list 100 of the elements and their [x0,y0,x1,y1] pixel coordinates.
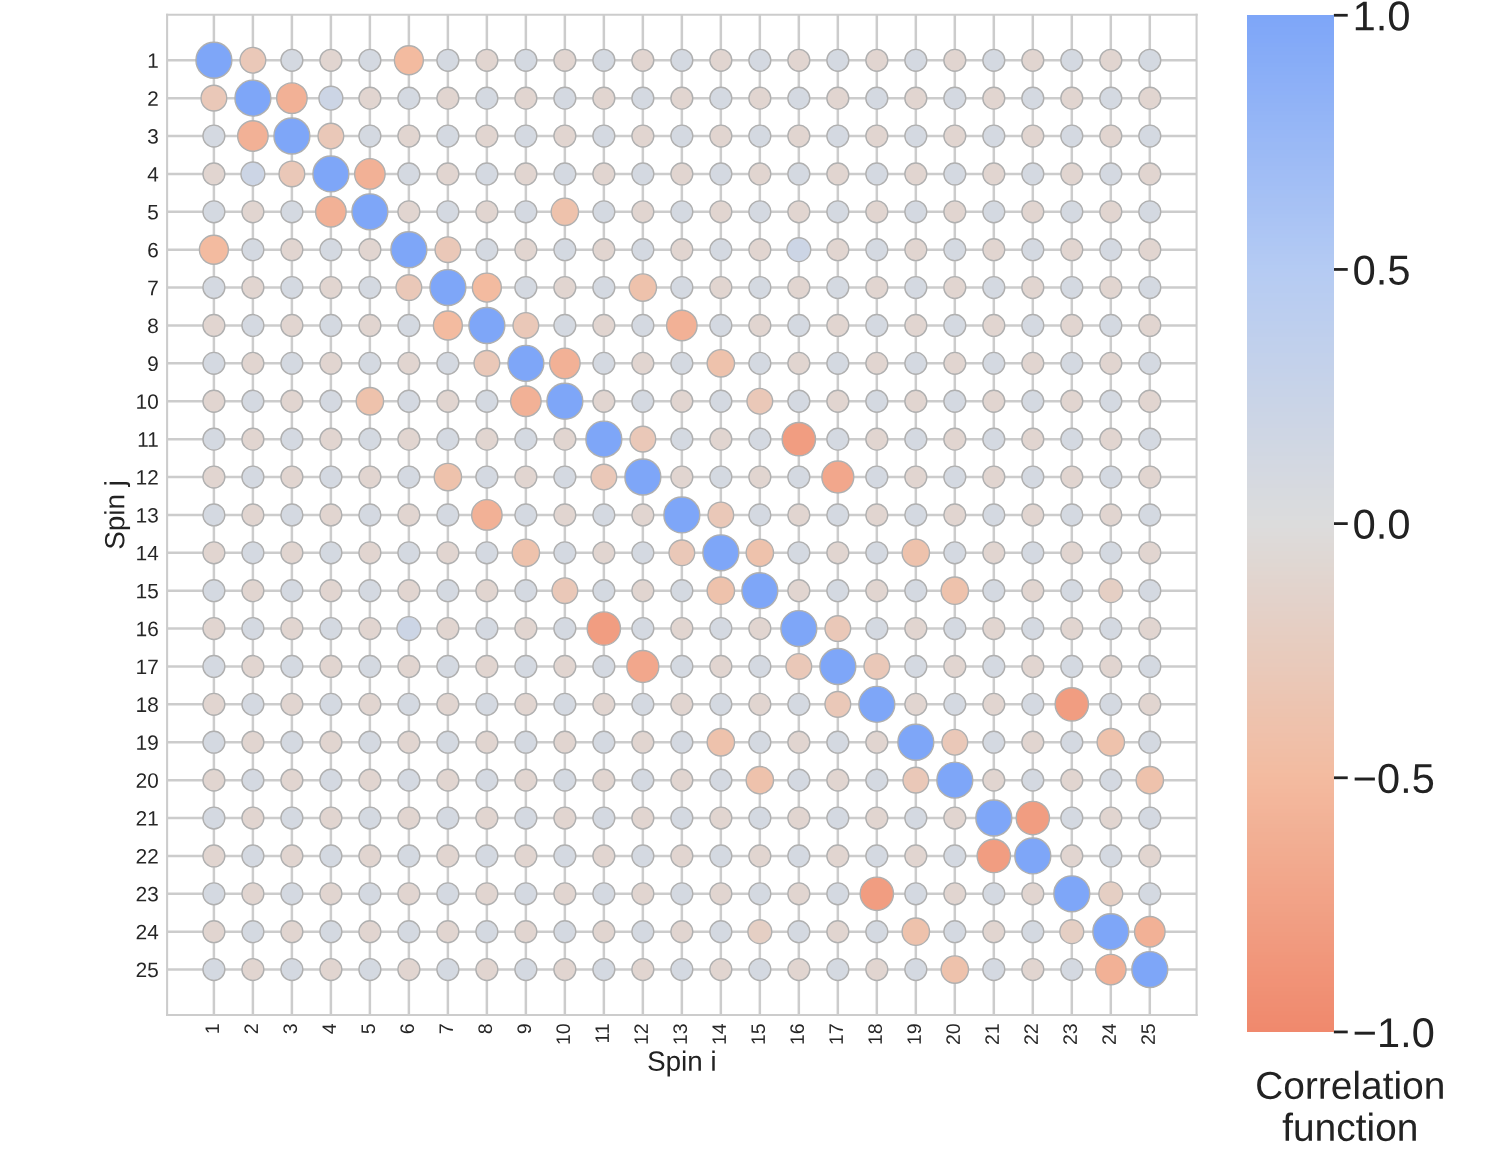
point [514,275,538,300]
point [241,389,265,413]
y-tick-label: 14 [137,546,159,561]
point [787,465,811,489]
point [982,730,1006,754]
point [1138,238,1162,262]
x-tick-label: 12 [634,1024,648,1044]
point [358,351,382,375]
point [397,313,421,338]
point [904,124,928,148]
x-tick-label: 10 [556,1024,571,1044]
point [280,503,304,527]
x-tick-label: 11 [595,1024,609,1043]
point [475,768,499,792]
point [592,730,616,754]
point [1099,465,1123,489]
point [982,503,1006,527]
point [982,124,1006,148]
x-tick-label: 17 [829,1024,843,1044]
point [670,844,694,868]
point [982,616,1006,641]
y-axis-title: Spin j [104,482,131,549]
point [904,654,928,679]
point [748,882,772,906]
point [709,313,733,338]
point [319,313,343,338]
y-tick-label: 21 [136,811,158,826]
point [202,654,226,679]
point [865,389,889,413]
point [982,238,1006,262]
y-tick-label: 20 [136,773,158,788]
y-tick-label: 11 [138,432,158,447]
point [202,957,226,982]
point [1138,48,1162,72]
point [514,730,538,754]
y-tick-label: 25 [136,962,158,978]
point [670,654,694,679]
point [202,200,226,224]
x-tick-label: 3 [283,1024,298,1034]
point [436,616,460,641]
point [826,48,850,72]
point [592,882,616,906]
point [748,124,772,148]
point [436,162,460,186]
point [592,48,616,72]
point [318,85,344,111]
point [748,844,772,868]
point [202,579,226,603]
point [397,920,421,944]
x-tick-label: 2 [244,1024,258,1034]
point [943,920,967,944]
y-tick-label: 13 [137,507,158,523]
point [670,124,694,148]
color-bar-label: −0.5 [1354,763,1434,794]
point [280,200,304,224]
x-tick-label: 9 [517,1024,532,1034]
point [202,503,226,527]
point [514,806,538,830]
point [670,882,694,906]
point [436,503,460,527]
point [787,313,811,338]
point [748,238,772,262]
point [514,162,538,186]
point [1021,768,1045,792]
point [943,465,967,489]
x-tick-label: 19 [907,1024,922,1044]
point [592,806,616,830]
point [631,768,655,792]
point [358,579,382,603]
point [748,616,772,641]
point [202,730,226,754]
point [397,389,421,413]
point [1098,881,1124,907]
x-tick-label: 25 [1141,1024,1156,1045]
point [1138,882,1162,906]
point [319,920,343,944]
point [592,351,616,375]
point [982,200,1006,224]
point [670,162,694,186]
point [436,957,460,982]
point [748,957,772,982]
x-tick-label: 5 [361,1024,376,1034]
point [1021,920,1045,944]
point [358,427,382,451]
point [631,389,655,413]
point [826,275,850,300]
point [670,806,694,830]
y-tick-label: 24 [136,924,159,940]
y-tick-label: 5 [148,205,158,220]
point [904,616,928,641]
point [709,920,733,944]
point [592,86,616,110]
point [280,579,304,603]
point [826,124,850,148]
point [1138,616,1162,641]
x-tick-label: 8 [478,1024,493,1034]
point [787,920,811,944]
point [1060,957,1084,982]
x-tick-label: 14 [712,1023,726,1044]
point [553,541,577,565]
